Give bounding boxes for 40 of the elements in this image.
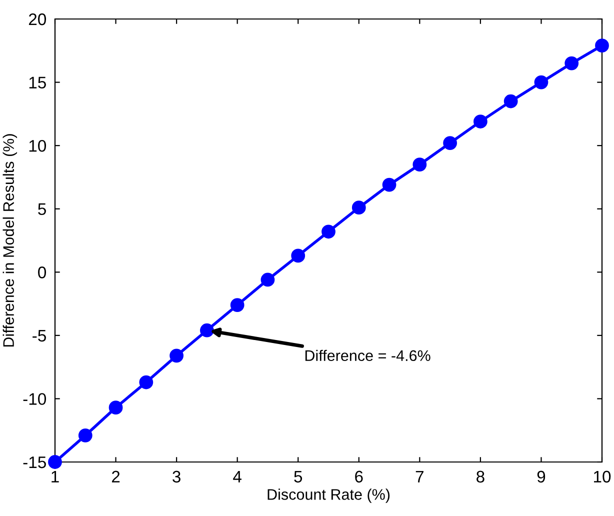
- y-tick-label: -10: [23, 393, 46, 405]
- point: [443, 136, 457, 150]
- y-tick-label: -15: [23, 456, 46, 468]
- x-tick-label: 6: [355, 470, 363, 483]
- point: [595, 38, 609, 53]
- x-tick-label: 8: [476, 470, 484, 483]
- point: [78, 428, 92, 442]
- y-axis-title: Difference in Model Results (%): [2, 134, 18, 347]
- y-tick-label: 0: [38, 266, 46, 278]
- y-tick-label: 10: [29, 140, 46, 152]
- y-tick-label: 20: [28, 13, 46, 26]
- x-axis-title: Discount Rate (%): [268, 488, 390, 503]
- point: [504, 94, 518, 108]
- point: [412, 158, 427, 172]
- point: [139, 375, 154, 390]
- point: [322, 224, 336, 239]
- point: [108, 400, 123, 415]
- x-tick-label: 2: [112, 470, 120, 482]
- point: [260, 272, 275, 287]
- x-tick-label: 4: [233, 470, 242, 482]
- x-tick-label: 10: [594, 470, 611, 483]
- point: [564, 56, 579, 70]
- y-tick-label: 15: [29, 76, 46, 88]
- point: [291, 248, 306, 263]
- point: [474, 114, 488, 128]
- point: [382, 178, 396, 192]
- x-tick-label: 3: [172, 470, 180, 483]
- x-tick-label: 5: [294, 470, 302, 483]
- point: [352, 200, 366, 215]
- point: [200, 323, 214, 338]
- x-tick-label: 1: [52, 470, 59, 482]
- y-tick-label: 5: [38, 203, 46, 216]
- y-tick-label: -5: [32, 330, 46, 342]
- x-tick-label: 7: [416, 470, 424, 482]
- point: [48, 455, 62, 469]
- annotation: Difference = -4.6%: [305, 350, 430, 362]
- point: [230, 298, 244, 312]
- x-tick-label: 9: [537, 470, 546, 483]
- point: [534, 75, 548, 90]
- point: [170, 348, 184, 363]
